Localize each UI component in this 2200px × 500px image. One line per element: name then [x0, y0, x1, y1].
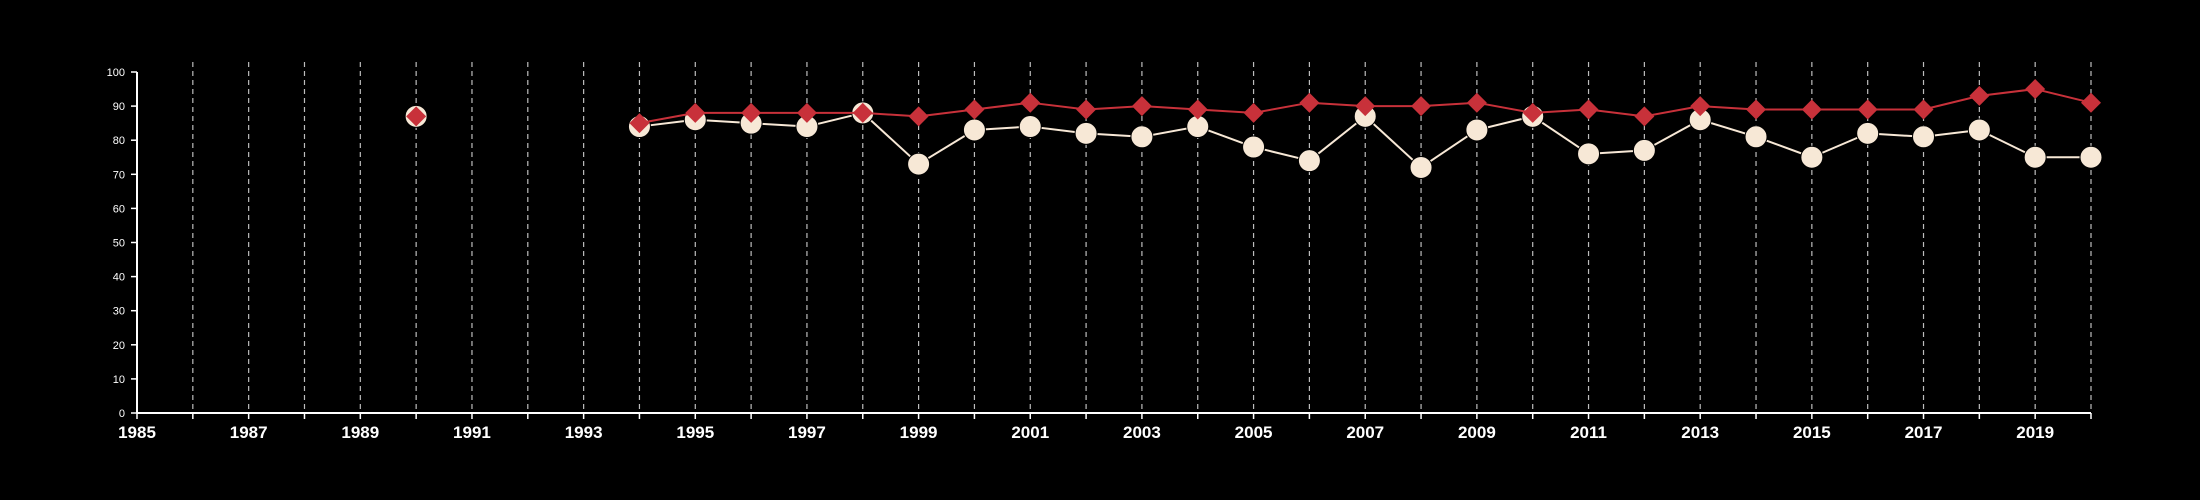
series-line-segment	[639, 111, 696, 125]
series-line-segment	[1476, 101, 1533, 114]
data-point-circle	[1967, 118, 1991, 142]
axes: 0 10 20 30 40 50 60 70 80 90 100 1985 1987 1989 1991 19…	[107, 67, 2092, 442]
data-point-diamond	[964, 99, 985, 120]
series-line-segment	[1979, 88, 2036, 97]
data-point-diamond	[1299, 92, 1320, 113]
data-point-diamond	[1522, 102, 1543, 123]
x-tick-label: 2009	[1458, 423, 1496, 442]
y-tick-label: 70	[113, 169, 125, 181]
series-group	[404, 79, 2103, 179]
x-tick-label: 1991	[453, 423, 491, 442]
data-point-diamond	[1801, 99, 1822, 120]
data-point-diamond	[1690, 96, 1711, 117]
series-line-segment	[974, 101, 1031, 111]
series-line-segment	[1923, 94, 1980, 111]
x-tick-label: 2007	[1346, 423, 1384, 442]
data-point-diamond	[796, 102, 817, 123]
data-point-circle	[1409, 155, 1433, 179]
data-point-diamond	[1131, 96, 1152, 117]
data-point-circle	[1297, 149, 1321, 173]
x-tick-label: 2011	[1570, 423, 1607, 442]
series-line-segment	[2034, 88, 2092, 104]
data-point-diamond	[1969, 85, 1990, 106]
y-tick-label: 30	[113, 306, 125, 318]
data-point-circle	[1465, 118, 1489, 142]
data-point-diamond	[406, 106, 427, 127]
data-point-diamond	[685, 102, 706, 123]
data-point-diamond	[1355, 96, 1376, 117]
data-point-circle	[1744, 125, 1768, 149]
data-point-diamond	[1746, 99, 1767, 120]
data-point-diamond	[1466, 92, 1487, 113]
data-point-circle	[962, 118, 986, 142]
data-point-diamond	[2025, 79, 2046, 100]
series-circle	[404, 101, 2103, 179]
x-tick-label: 2015	[1793, 423, 1831, 442]
data-point-circle	[1912, 125, 1936, 149]
series-diamond	[406, 79, 2101, 134]
data-point-circle	[1018, 115, 1042, 139]
x-tick-label: 2001	[1011, 423, 1049, 442]
y-tick-label: 10	[113, 374, 125, 386]
x-tick-label: 1995	[676, 423, 714, 442]
data-point-circle	[2023, 145, 2047, 169]
y-tick-label: 50	[113, 238, 125, 250]
y-tick-label: 0	[119, 408, 125, 420]
data-point-diamond	[1578, 99, 1599, 120]
series-line-segment	[1644, 105, 1701, 118]
data-point-circle	[1577, 142, 1601, 166]
data-point-circle	[1632, 138, 1656, 162]
series-line-segment	[862, 112, 920, 165]
data-point-diamond	[852, 102, 873, 123]
x-tick-label: 1989	[341, 423, 379, 442]
x-tick-label: 2019	[2016, 423, 2054, 442]
data-point-circle	[2079, 145, 2103, 169]
data-point-diamond	[1187, 99, 1208, 120]
series-line-segment	[918, 108, 975, 118]
y-tick-label: 60	[113, 203, 125, 215]
x-tick-label: 1999	[900, 423, 938, 442]
series-line-segment	[1364, 115, 1422, 169]
data-point-circle	[1130, 125, 1154, 149]
series-line-segment	[1588, 108, 1645, 118]
x-tick-label: 2013	[1681, 423, 1719, 442]
data-point-circle	[1074, 121, 1098, 145]
y-tick-label: 100	[107, 67, 125, 79]
y-tick-label: 20	[113, 340, 125, 352]
x-tick-label: 1987	[230, 423, 268, 442]
x-tick-label: 1997	[788, 423, 826, 442]
data-point-diamond	[1411, 96, 1432, 117]
y-tick-label: 40	[113, 272, 125, 284]
data-point-diamond	[1857, 99, 1878, 120]
data-point-circle	[1800, 145, 1824, 169]
data-point-diamond	[1243, 102, 1264, 123]
series-line-segment	[1253, 101, 1310, 114]
series-line-segment	[1030, 101, 1087, 111]
data-point-diamond	[1634, 106, 1655, 127]
data-point-diamond	[908, 106, 929, 127]
data-point-circle	[1856, 121, 1880, 145]
y-tick-label: 80	[113, 135, 125, 147]
y-tick-label: 90	[113, 101, 125, 113]
x-tick-label: 2005	[1235, 423, 1273, 442]
x-tick-label: 2003	[1123, 423, 1161, 442]
x-tick-label: 1985	[118, 423, 156, 442]
data-point-diamond	[1076, 99, 1097, 120]
data-point-diamond	[741, 102, 762, 123]
series-line-segment	[1308, 115, 1366, 162]
data-point-circle	[907, 152, 931, 176]
x-tick-label: 1993	[565, 423, 603, 442]
data-point-diamond	[2081, 92, 2101, 113]
data-point-diamond	[629, 113, 650, 134]
data-point-diamond	[1020, 92, 1041, 113]
data-point-circle	[1242, 135, 1266, 159]
x-tick-label: 2017	[1905, 423, 1943, 442]
data-point-diamond	[1913, 99, 1934, 120]
